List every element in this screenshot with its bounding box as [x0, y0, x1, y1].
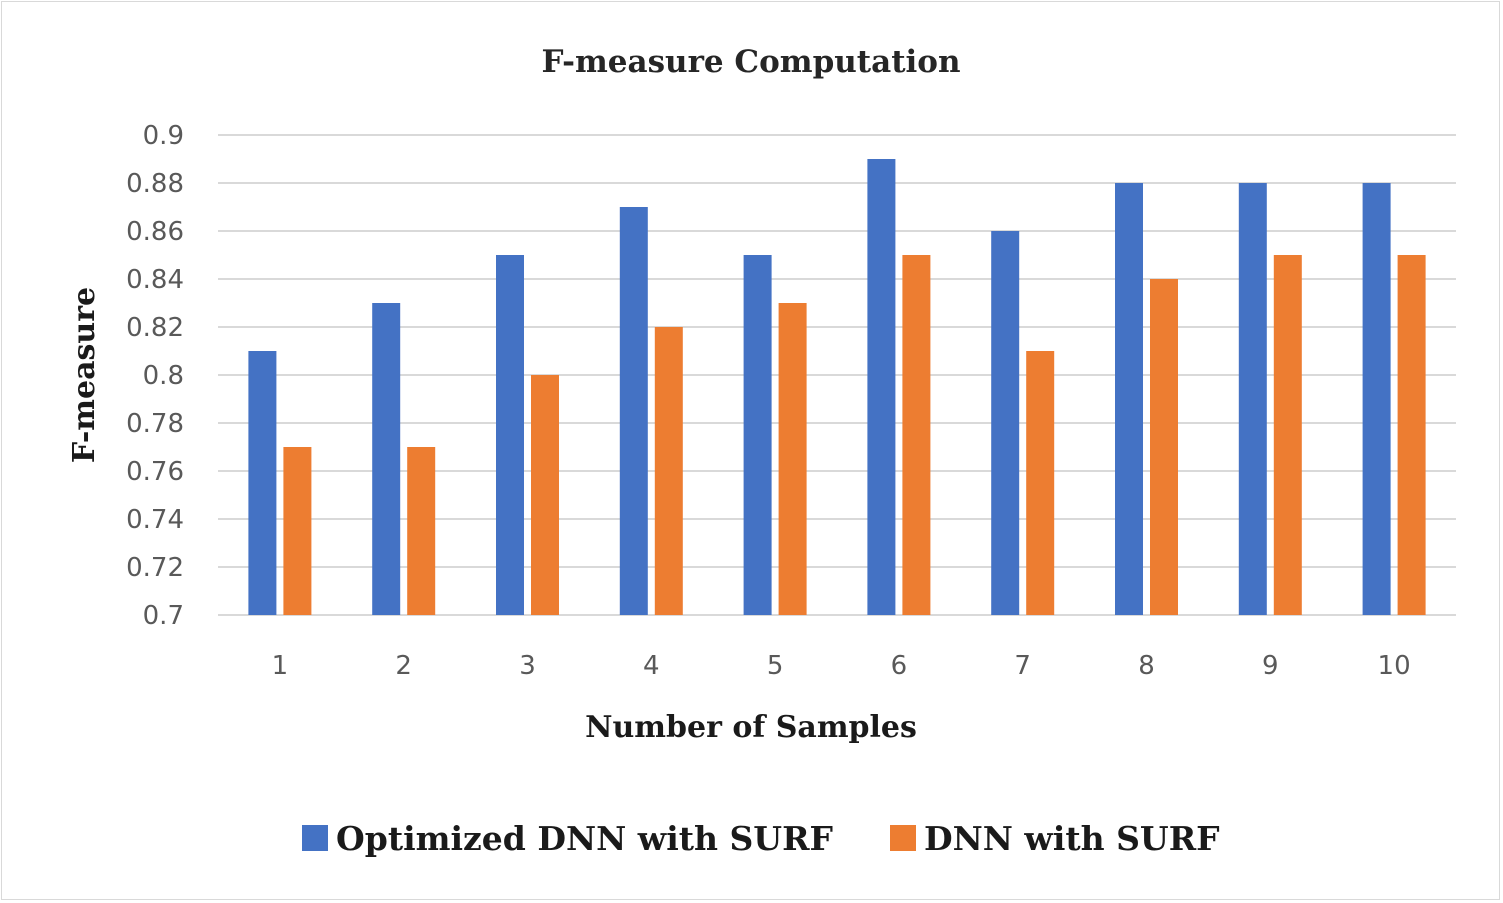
x-tick-label: 9 [1262, 651, 1279, 681]
bar-optimized-dnn [991, 231, 1020, 615]
chart-title: F-measure Computation [541, 44, 960, 80]
bar-dnn [1026, 351, 1055, 615]
bar-dnn [283, 447, 312, 615]
legend-label-optimized-dnn: Optimized DNN with SURF [336, 819, 833, 858]
bar-optimized-dnn [372, 303, 401, 615]
bar-optimized-dnn [619, 207, 648, 615]
y-axis-ticks: 0.7 0.72 0.74 0.76 0.78 0.8 0.82 0.84 0.86 0.88 0.… [126, 121, 184, 631]
x-tick-label: 1 [272, 651, 289, 681]
y-tick-label: 0.8 [143, 361, 184, 391]
legend-swatch-optimized-dnn [302, 825, 328, 851]
bar-optimized-dnn [1115, 183, 1143, 615]
y-axis-title: F-measure [67, 287, 102, 463]
x-tick-label: 7 [1014, 651, 1031, 681]
bar-optimized-dnn [1238, 183, 1267, 615]
legend-swatch-dnn [890, 825, 916, 851]
y-tick-label: 0.74 [126, 505, 184, 535]
x-axis-title: Number of Samples [585, 710, 917, 745]
bar-dnn [407, 447, 436, 615]
bar-dnn [1150, 279, 1178, 615]
bar-dnn [1273, 255, 1302, 615]
y-tick-label: 0.76 [126, 457, 184, 487]
x-tick-label: 6 [891, 651, 908, 681]
bar-optimized-dnn [496, 255, 524, 615]
bar-optimized-dnn [743, 255, 772, 615]
x-tick-label: 4 [643, 651, 660, 681]
legend-label-dnn: DNN with SURF [924, 819, 1220, 858]
x-tick-label: 10 [1378, 651, 1411, 681]
y-tick-label: 0.7 [143, 601, 184, 631]
bar-dnn [1397, 255, 1426, 615]
legend: Optimized DNN with SURF DNN with SURF [302, 819, 1220, 858]
y-tick-label: 0.82 [126, 313, 184, 343]
y-tick-label: 0.88 [126, 169, 184, 199]
y-tick-label: 0.72 [126, 553, 184, 583]
bar-optimized-dnn [1362, 183, 1391, 615]
bars [248, 159, 1426, 615]
y-tick-label: 0.84 [126, 265, 184, 295]
x-tick-label: 3 [519, 651, 536, 681]
x-tick-label: 5 [767, 651, 784, 681]
bar-optimized-dnn [248, 351, 277, 615]
bar-dnn [531, 375, 559, 615]
y-tick-label: 0.86 [126, 217, 184, 247]
bar-optimized-dnn [867, 159, 896, 615]
y-tick-label: 0.78 [126, 409, 184, 439]
bar-dnn [778, 303, 807, 615]
x-tick-label: 2 [395, 651, 412, 681]
y-tick-label: 0.9 [143, 121, 184, 151]
bar-dnn [654, 327, 683, 615]
x-tick-label: 8 [1138, 651, 1155, 681]
x-axis-ticks: 1 2 3 4 5 6 7 8 9 10 [272, 651, 1411, 681]
gridlines [218, 134, 1456, 616]
bar-dnn [902, 255, 931, 615]
